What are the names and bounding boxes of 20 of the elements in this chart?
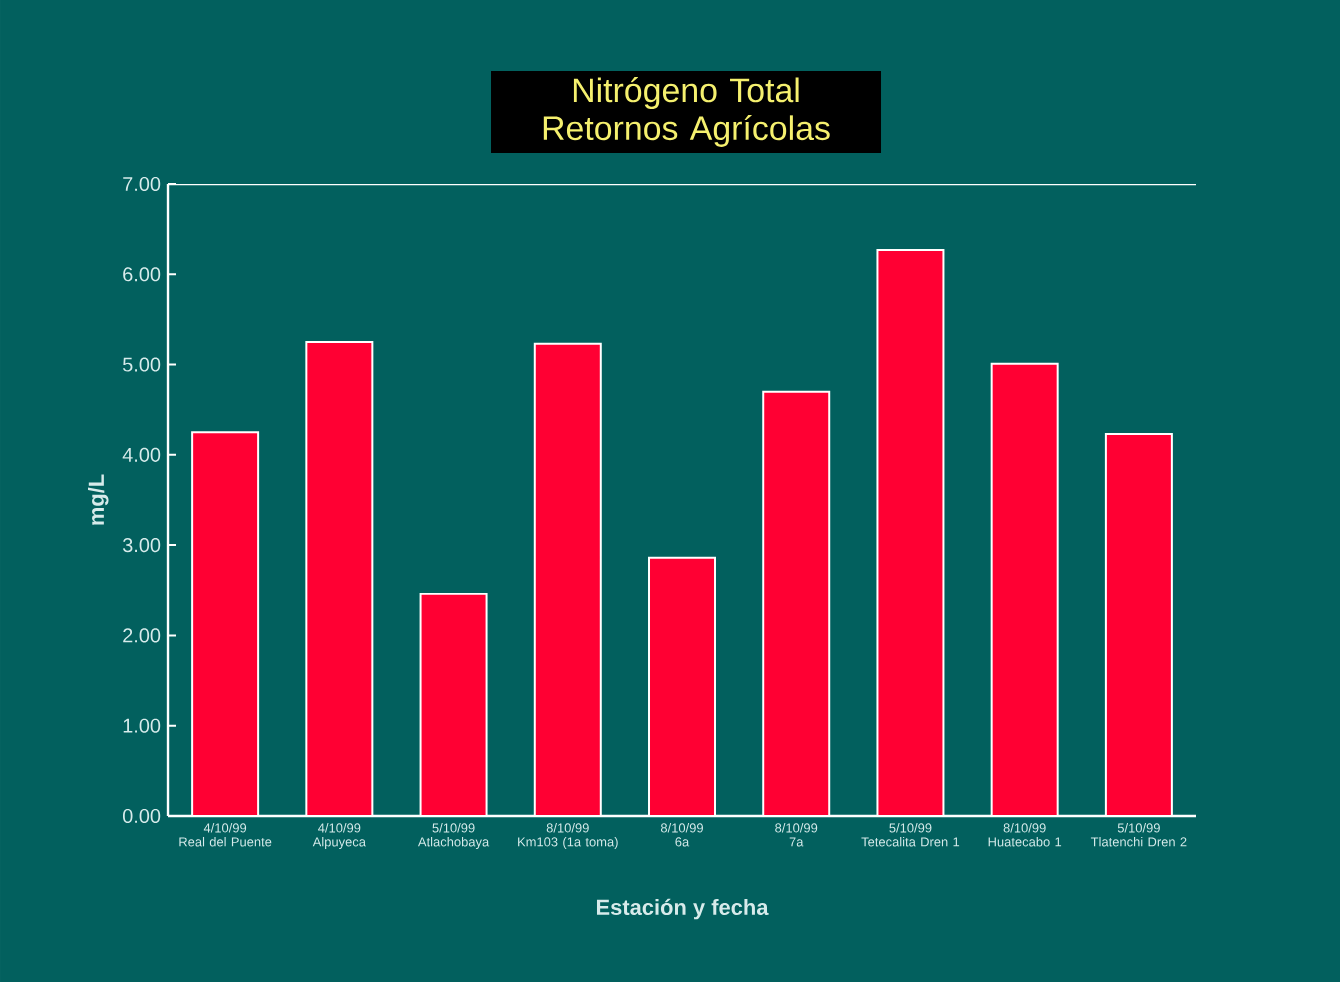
y-tick-label: 3.00 — [122, 538, 161, 553]
y-tick-label: 2.00 — [123, 628, 161, 643]
bar — [306, 341, 373, 816]
bar — [762, 390, 831, 816]
y-tick-label: 6.00 — [123, 267, 161, 282]
y-axis-title: mg/L — [88, 474, 109, 525]
y-tick-label: 7.00 — [123, 176, 161, 192]
chart-title: Nitrógeno Total Retornos Agrícolas — [543, 77, 830, 147]
y-tick-label: 4.00 — [122, 447, 161, 462]
y-tick-label: 1.00 — [123, 718, 161, 733]
bar — [419, 592, 488, 816]
x-axis-title: Estación y fecha — [596, 898, 769, 920]
y-tick-label: 5.00 — [123, 357, 161, 372]
bar — [191, 431, 260, 816]
bar — [990, 362, 1059, 816]
bar — [533, 342, 602, 816]
bar — [648, 556, 717, 816]
bar — [876, 248, 945, 816]
bar — [1104, 433, 1173, 816]
y-tick-label: 0.00 — [122, 808, 161, 824]
